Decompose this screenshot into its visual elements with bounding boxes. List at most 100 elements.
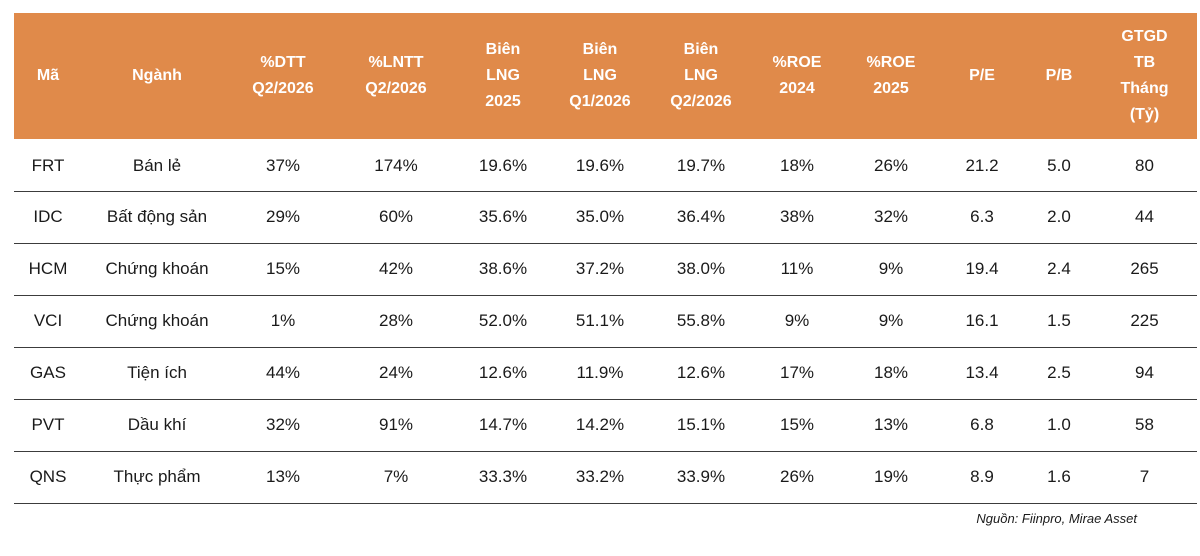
table-cell: 11% (780, 259, 814, 278)
table-cell: 19.4 (965, 259, 999, 278)
table-row: VCI Chứng khoán 1% 28% 52.0% 51.1% 55.8% 9% 9% 16… (14, 295, 1197, 347)
table-cell: 19.6% (575, 155, 625, 175)
table-cell: 94 (1135, 363, 1154, 382)
table-cell: 1.5 (1047, 311, 1071, 330)
table-cell: 1% (270, 311, 296, 330)
table-cell: 14.7% (478, 415, 528, 434)
sector-cell: Bán lẻ (132, 155, 182, 175)
table-cell: 26% (779, 467, 815, 486)
table-cell: 18% (873, 363, 909, 382)
table-cell: 60% (378, 207, 414, 226)
table-cell: 32% (265, 415, 301, 434)
table-cell: 9% (878, 259, 904, 278)
table-cell: 2.5 (1047, 363, 1071, 382)
table-cell: 38.6% (478, 259, 528, 278)
table-cell: 7 (1139, 467, 1150, 486)
header-bien-lng-2025: Biên LNG 2025 (485, 41, 521, 110)
table-cell: 15% (779, 415, 815, 434)
table-cell: 2.4 (1047, 259, 1071, 278)
header-bien-lng-q1-2026: Biên LNG Q1/2026 (569, 41, 631, 110)
table-cell: 44 (1135, 207, 1154, 226)
table-cell: 19.7% (676, 155, 726, 175)
sector-cell: Chứng khoán (105, 311, 209, 330)
header-nganh: Ngành (132, 67, 182, 84)
table-cell: 19.6% (478, 155, 528, 175)
ticker-cell: FRT (31, 155, 65, 175)
table-cell: 1.6 (1047, 467, 1071, 486)
table-body: FRT Bán lẻ 37% 174% 19.6% 19.6% 19.7% 18% 26% 21.… (14, 139, 1197, 503)
header-bien-lng-q2-2026: Biên LNG Q2/2026 (670, 41, 732, 110)
ticker-cell: QNS (29, 467, 67, 486)
sector-cell: Bất động sản (106, 207, 208, 226)
table-cell: 174% (374, 155, 418, 175)
header-lntt-q2-2026: %LNTT Q2/2026 (365, 54, 427, 97)
table-cell: 42% (378, 259, 414, 278)
table-cell: 38.0% (676, 259, 726, 278)
table-cell: 29% (265, 207, 301, 226)
ticker-cell: PVT (31, 415, 65, 434)
header-dtt-q2-2026: %DTT Q2/2026 (252, 54, 314, 97)
header-pb: P/B (1045, 67, 1073, 84)
table-cell: 11.9% (576, 363, 624, 382)
table-cell: 5.0 (1047, 155, 1071, 175)
table-cell: 6.3 (970, 207, 994, 226)
table-cell: 225 (1130, 311, 1159, 330)
table-cell: 80 (1135, 155, 1154, 175)
table-cell: 18% (779, 155, 815, 175)
table-cell: 2.0 (1047, 207, 1071, 226)
table-cell: 13% (873, 415, 909, 434)
table-row: FRT Bán lẻ 37% 174% 19.6% 19.6% 19.7% 18% 26% 21.… (14, 139, 1197, 191)
table-cell: 16.1 (965, 311, 999, 330)
stock-comparison-table: Mã Ngành %DTT Q2/2026 %LNTT Q2/2026 Biên LNG 202… (14, 13, 1197, 504)
stock-table-container: Mã Ngành %DTT Q2/2026 %LNTT Q2/2026 Biên LNG 202… (14, 13, 1197, 504)
table-row: QNS Thực phẩm 13% 7% 33.3% 33.2% 33.9% 26% 19% 8.… (14, 451, 1197, 503)
table-cell: 28% (378, 311, 414, 330)
table-cell: 15% (265, 259, 301, 278)
header-row: Mã Ngành %DTT Q2/2026 %LNTT Q2/2026 Biên LNG 202… (14, 13, 1197, 139)
table-cell: 51.1% (575, 311, 625, 330)
sector-cell: Dầu khí (127, 415, 187, 434)
header-roe-2025: %ROE 2025 (866, 54, 916, 97)
table-cell: 91% (378, 415, 414, 434)
table-cell: 8.9 (970, 467, 994, 486)
table-cell: 1.0 (1047, 415, 1071, 434)
table-cell: 55.8% (676, 311, 726, 330)
table-cell: 12.6% (478, 363, 528, 382)
table-cell: 38% (779, 207, 815, 226)
table-row: PVT Dầu khí 32% 91% 14.7% 14.2% 15.1% 15% 13% 6.8… (14, 399, 1197, 451)
ticker-cell: VCI (33, 311, 63, 330)
header-ma: Mã (36, 67, 60, 84)
table-cell: 44% (265, 363, 301, 382)
table-cell: 17% (779, 363, 815, 382)
table-cell: 21.2 (965, 155, 999, 175)
table-cell: 24% (378, 363, 414, 382)
table-header: Mã Ngành %DTT Q2/2026 %LNTT Q2/2026 Biên LNG 202… (14, 13, 1197, 139)
table-cell: 26% (873, 155, 909, 175)
table-cell: 35.0% (575, 207, 625, 226)
table-cell: 33.9% (676, 467, 726, 486)
ticker-cell: IDC (33, 207, 63, 226)
source-note: Nguồn: Fiinpro, Mirae Asset (976, 511, 1137, 526)
table-cell: 9% (878, 311, 904, 330)
table-cell: 19% (873, 467, 909, 486)
table-cell: 15.1% (676, 415, 726, 434)
table-cell: 13% (265, 467, 301, 486)
table-cell: 33.2% (575, 467, 625, 486)
table-row: HCM Chứng khoán 15% 42% 38.6% 37.2% 38.0% 11% 9%… (14, 243, 1197, 295)
ticker-cell: HCM (28, 259, 68, 278)
table-cell: 37% (265, 155, 301, 175)
header-pe: P/E (969, 67, 995, 84)
table-cell: 14.2% (575, 415, 625, 434)
table-cell: 13.4 (965, 363, 999, 382)
header-gtgd: GTGD TB Tháng (Tỷ) (1120, 28, 1169, 123)
table-cell: 52.0% (478, 311, 528, 330)
table-row: GAS Tiện ích 44% 24% 12.6% 11.9% 12.6% 17% 18% 13… (14, 347, 1197, 399)
table-cell: 58 (1135, 415, 1154, 434)
table-cell: 12.6% (676, 363, 726, 382)
table-cell: 265 (1130, 259, 1159, 278)
table-cell: 6.8 (970, 415, 994, 434)
table-cell: 35.6% (478, 207, 528, 226)
table-cell: 32% (873, 207, 909, 226)
table-cell: 33.3% (478, 467, 528, 486)
ticker-cell: GAS (30, 363, 66, 382)
